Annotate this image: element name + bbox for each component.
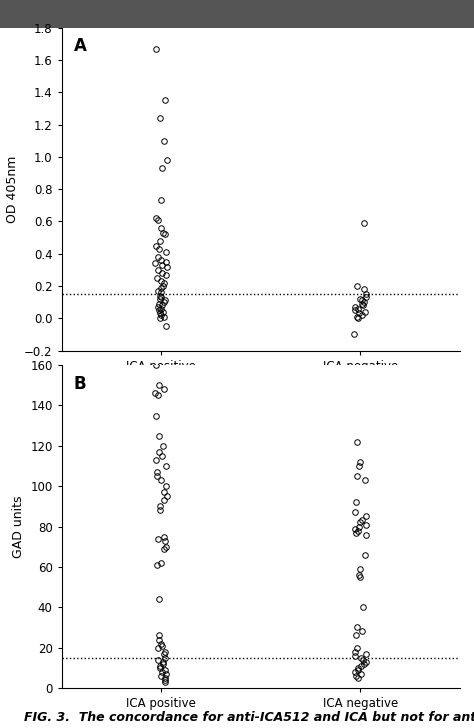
- Text: B: B: [73, 375, 86, 393]
- Text: A: A: [73, 37, 86, 55]
- Y-axis label: OD 405nm: OD 405nm: [6, 155, 18, 223]
- Y-axis label: GAD units: GAD units: [12, 495, 25, 558]
- Text: FIG. 3.  The concordance for anti-ICA512 and ICA but not for anti-GAD: FIG. 3. The concordance for anti-ICA512 …: [24, 711, 474, 724]
